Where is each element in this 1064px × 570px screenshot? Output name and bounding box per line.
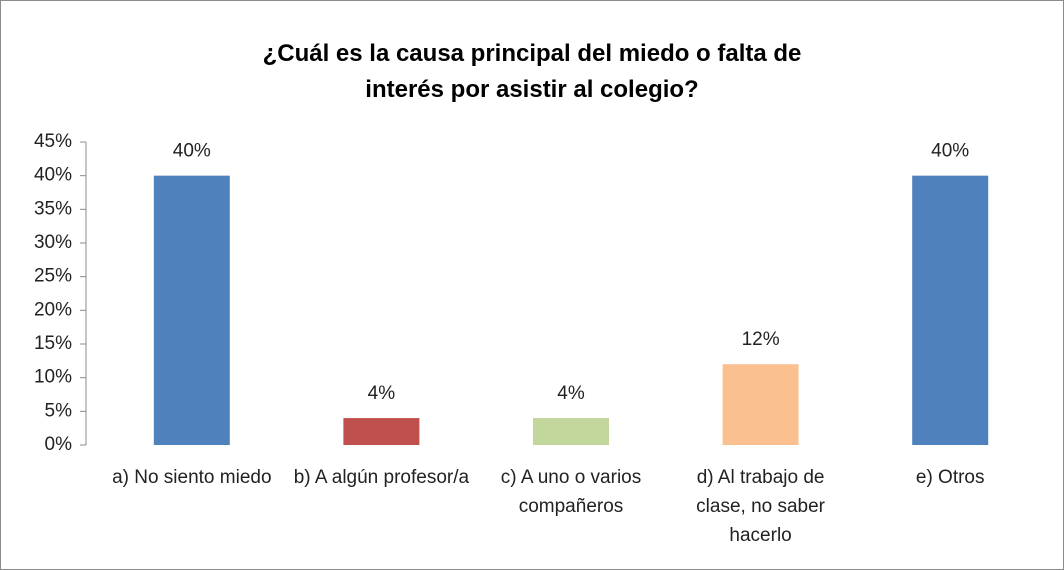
bar bbox=[153, 175, 230, 445]
bar bbox=[722, 364, 799, 445]
value-label: 40% bbox=[931, 141, 969, 162]
value-label: 4% bbox=[368, 383, 396, 404]
x-tick-label: c) A uno o varios compañeros bbox=[500, 467, 642, 517]
y-tick-label: 30% bbox=[34, 232, 72, 253]
x-tick-label: b) A algún profesor/a bbox=[293, 467, 470, 488]
chart-title: ¿Cuál es la causa principal del miedo o … bbox=[262, 40, 802, 103]
y-tick-label: 40% bbox=[34, 165, 72, 186]
bar bbox=[912, 175, 989, 445]
y-tick-label: 45% bbox=[34, 131, 72, 152]
bar bbox=[533, 418, 609, 445]
x-tick-label: a) No siento miedo bbox=[112, 467, 272, 488]
x-tick-label: e) Otros bbox=[915, 467, 985, 488]
bar bbox=[343, 418, 420, 445]
y-tick-label: 20% bbox=[34, 299, 72, 320]
y-tick-label: 15% bbox=[34, 333, 72, 354]
value-label: 4% bbox=[557, 383, 585, 404]
y-tick-label: 5% bbox=[45, 400, 73, 421]
value-label: 12% bbox=[742, 329, 780, 350]
y-tick-label: 10% bbox=[34, 367, 72, 388]
y-tick-label: 35% bbox=[34, 198, 72, 219]
y-tick-label: 0% bbox=[45, 434, 73, 455]
y-tick-label: 25% bbox=[34, 266, 72, 287]
x-tick-label: d) Al trabajo de clase, no saber hacerlo bbox=[696, 467, 826, 546]
value-label: 40% bbox=[173, 141, 211, 162]
